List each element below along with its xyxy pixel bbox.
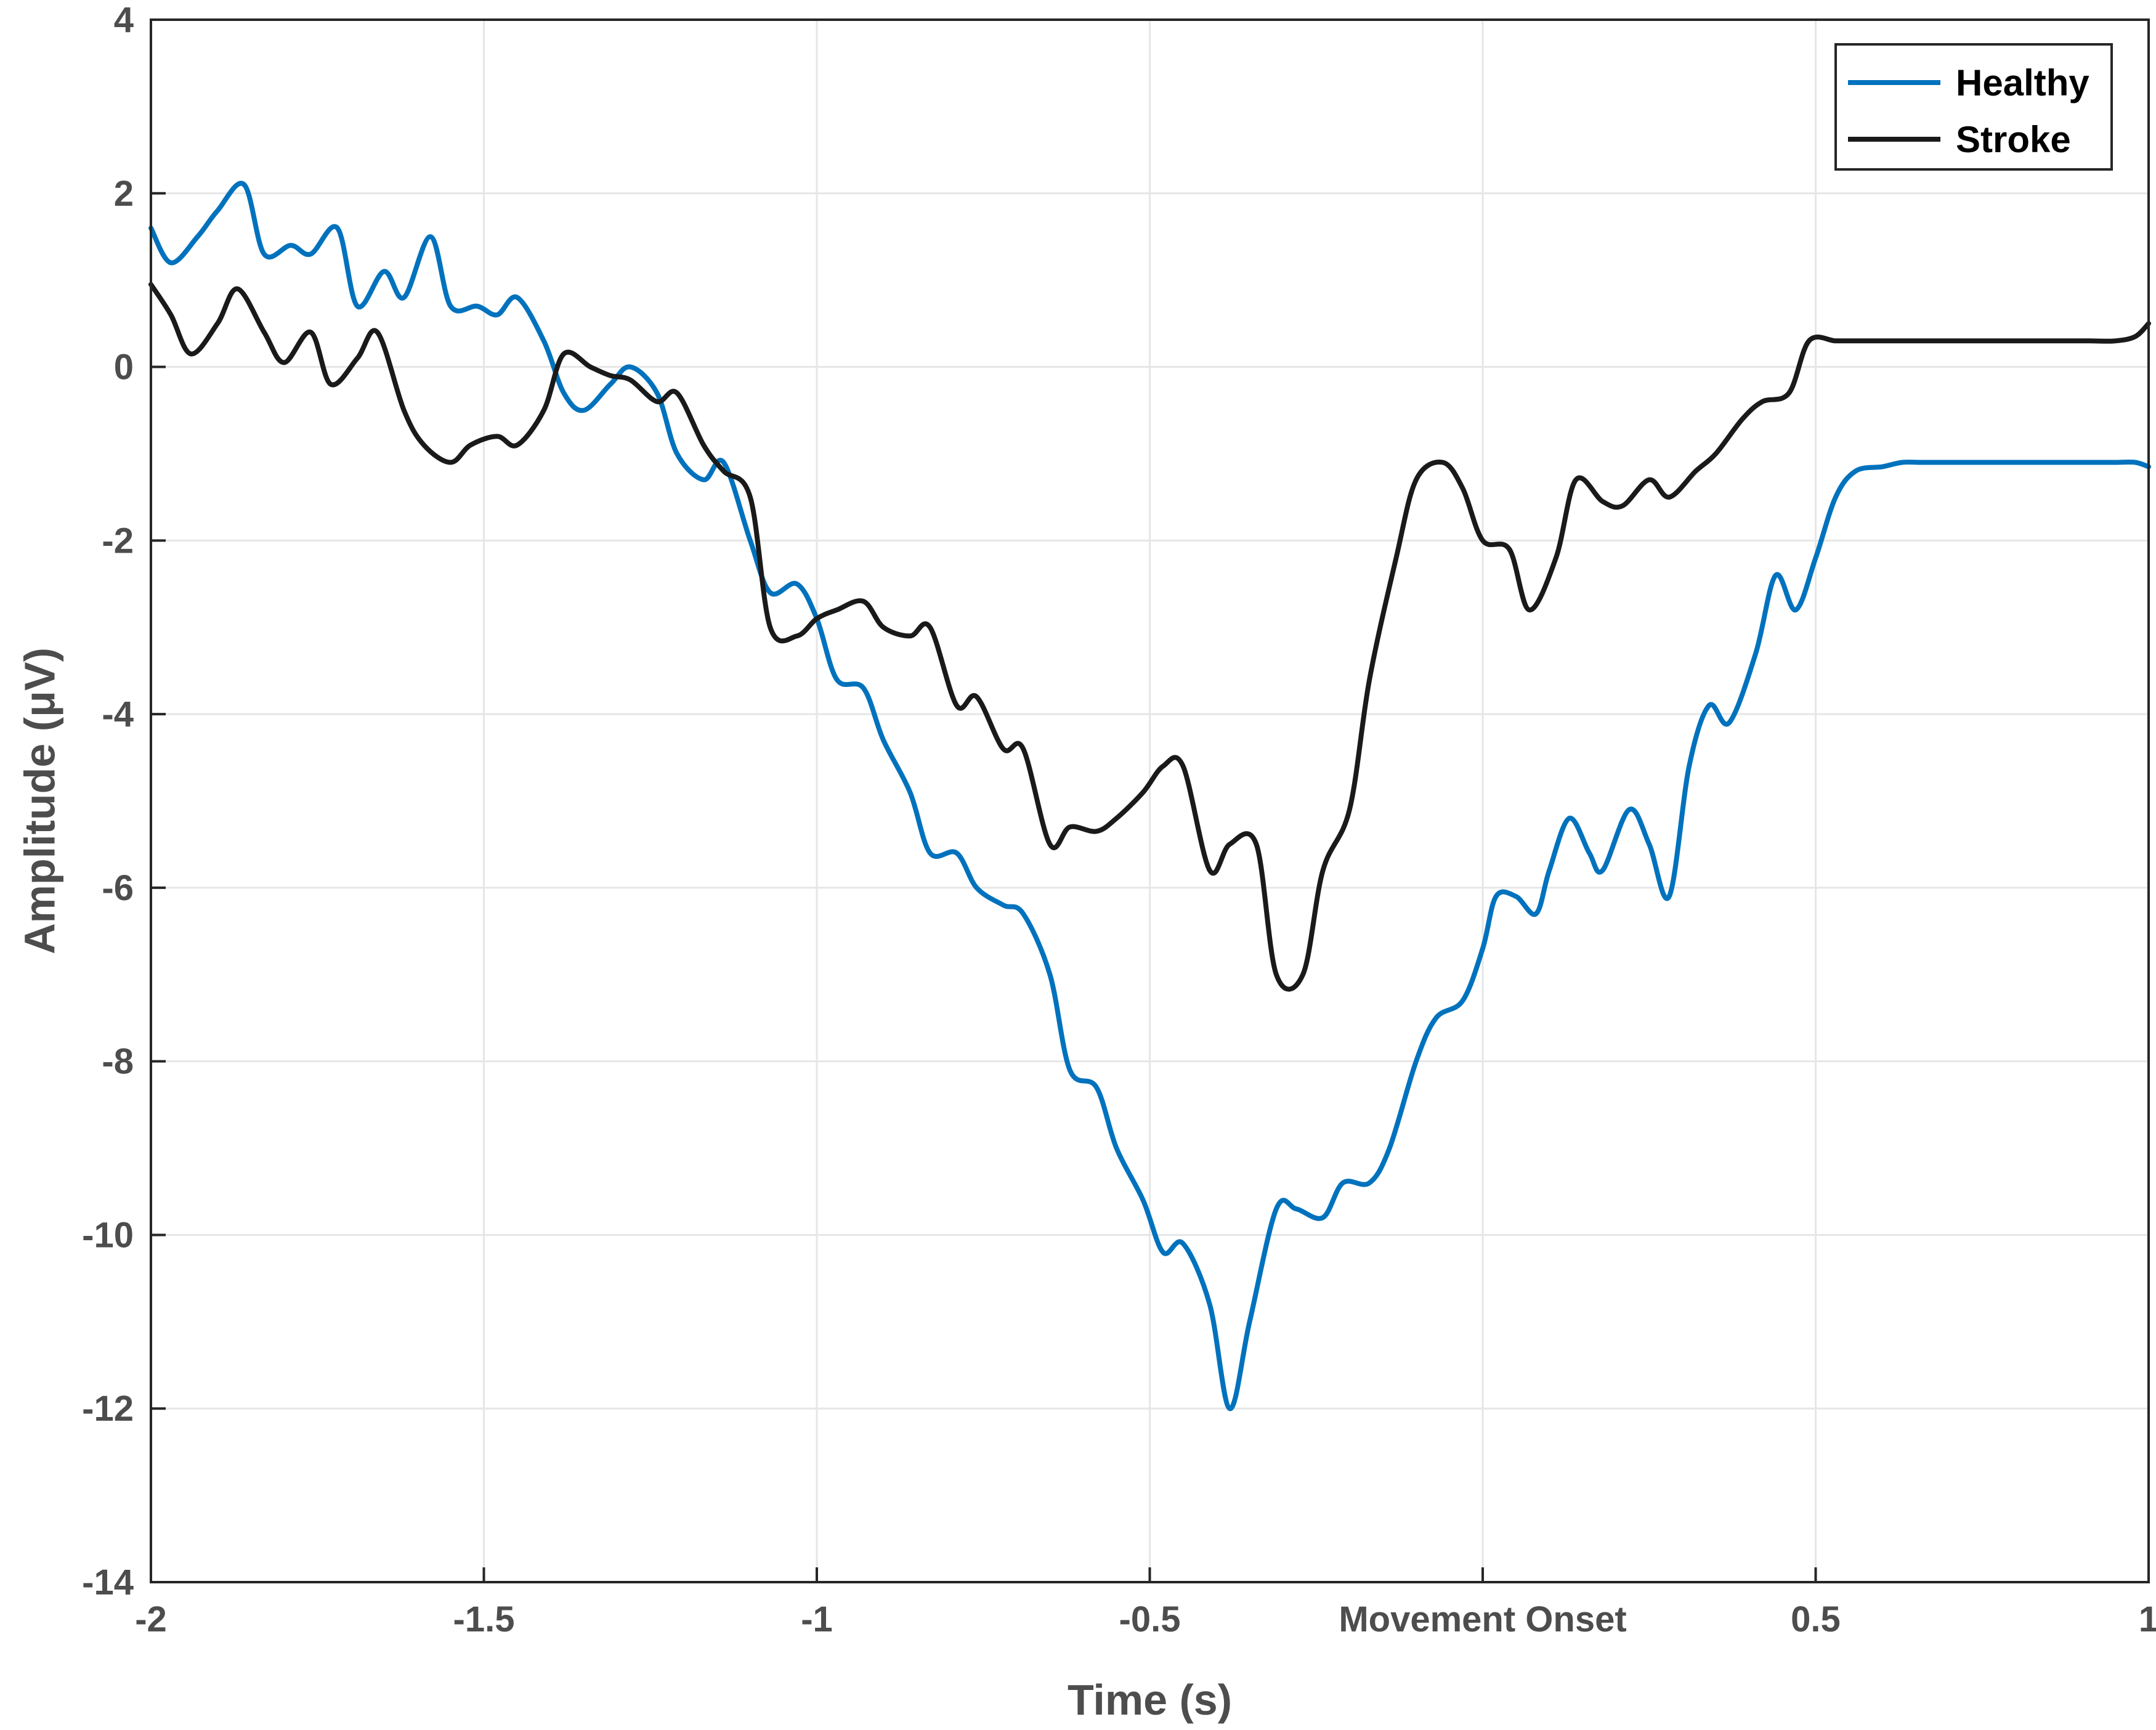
x-tick-label: -0.5: [1119, 1599, 1181, 1639]
y-tick-label: -2: [102, 521, 134, 561]
tick-labels: -2 -1.5 -1 -0.5 Movement Onset 0.5 1 4 2 0 -2 -4 -6 -…: [82, 0, 2156, 1639]
y-tick-label: -6: [102, 868, 134, 908]
x-tick-label: -1: [801, 1599, 833, 1639]
y-tick-label: -10: [82, 1215, 134, 1255]
x-tick-label: -1.5: [453, 1599, 515, 1639]
x-tick-label: 1: [2139, 1599, 2156, 1639]
x-tick-label: -2: [135, 1599, 167, 1639]
x-tick-label: Movement Onset: [1339, 1599, 1626, 1639]
y-tick-label: -4: [102, 694, 134, 734]
series-layer: [148, 181, 2151, 1411]
y-axis-label: Amplitude (μV): [15, 648, 63, 954]
series-line-stroke: [148, 282, 2151, 992]
legend-label-healthy: Healthy: [1956, 62, 2089, 104]
x-tick-label: 0.5: [1791, 1599, 1841, 1639]
y-tick-label: -8: [102, 1042, 134, 1082]
legend-box: [1834, 43, 2113, 171]
series-line-healthy: [148, 181, 2151, 1411]
y-tick-label: 0: [114, 347, 134, 388]
y-tick-label: -14: [82, 1562, 134, 1602]
legend-label-stroke: Stroke: [1956, 119, 2071, 160]
x-axis-label: Time (s): [1068, 1676, 1232, 1724]
legend: Healthy Stroke: [1834, 43, 2113, 171]
y-tick-label: -12: [82, 1389, 134, 1429]
y-tick-label: 4: [114, 0, 134, 40]
y-tick-label: 2: [114, 174, 134, 214]
